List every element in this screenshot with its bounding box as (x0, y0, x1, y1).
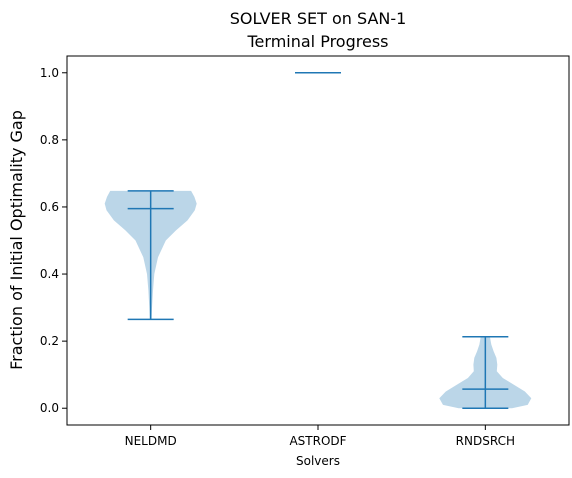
y-tick-label: 0.4 (40, 267, 59, 281)
violin-whiskers (127, 72, 509, 409)
chart-title-line-2: Terminal Progress (247, 32, 389, 51)
y-axis-ticks: 0.0 0.2 0.4 0.6 0.8 1.0 (40, 66, 67, 415)
y-tick-label: 0.8 (40, 133, 59, 147)
x-tick-label: NELDMD (125, 434, 177, 448)
x-tick-label: RNDSRCH (456, 434, 515, 448)
x-tick-label: ASTRODF (289, 434, 346, 448)
x-axis-ticks: NELDMD ASTRODF RNDSRCH (125, 425, 515, 448)
violin-bodies (104, 190, 532, 409)
y-tick-label: 0.6 (40, 200, 59, 214)
y-tick-label: 1.0 (40, 66, 59, 80)
y-tick-label: 0.2 (40, 334, 59, 348)
x-axis-label: Solvers (296, 454, 340, 468)
chart-title-line-1: SOLVER SET on SAN-1 (230, 9, 407, 28)
y-axis-label: Fraction of Initial Optimality Gap (7, 110, 26, 370)
y-tick-label: 0.0 (40, 401, 59, 415)
